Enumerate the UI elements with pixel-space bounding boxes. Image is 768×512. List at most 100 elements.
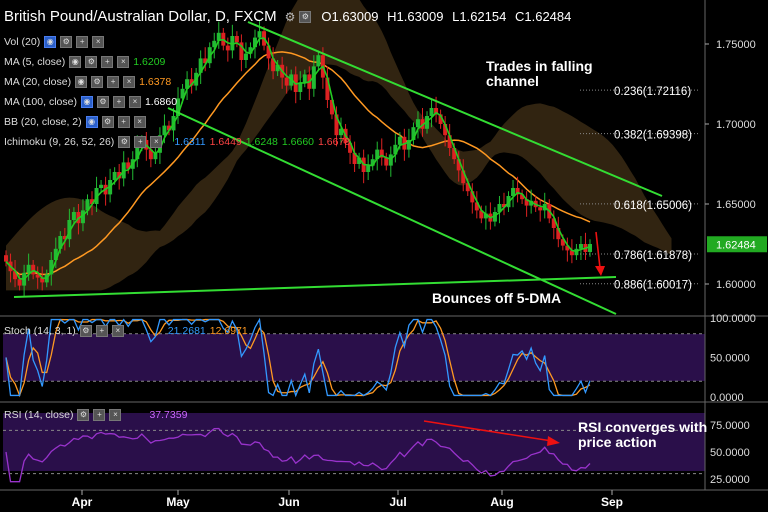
annotation-line: channel [486,73,539,89]
indicator-label: MA (100, close) [4,96,77,108]
candle-body [302,74,307,83]
last-price-label: 1.62484 [716,239,756,251]
add-icon[interactable]: + [95,325,108,337]
add-icon[interactable]: + [101,56,114,68]
stoch-tick-label: 0.0000 [710,392,744,404]
rsi-value: 37.7359 [149,409,188,421]
candle-body [71,212,76,220]
candle-body [551,218,556,228]
add-icon[interactable]: + [117,116,130,128]
symbol-title[interactable]: British Pound/Australian Dollar, D, FXCM [4,8,277,25]
add-icon[interactable]: + [76,36,89,48]
settings-icon[interactable]: ⚙ [118,136,131,148]
close-icon[interactable]: × [150,136,163,148]
candle-body [148,149,153,160]
fib-label: 0.618(1.65006) [614,200,692,212]
candle-body [243,53,248,60]
candle-body [452,148,457,160]
x-tick-label: Apr [72,495,93,509]
annotation-bounce: Bounces off 5-DMA [432,290,562,306]
candle-body [357,157,362,164]
settings-icon[interactable]: ⚙ [79,325,92,337]
x-tick-label: May [166,495,190,509]
candle-body [4,255,8,262]
close-icon[interactable]: × [109,409,122,421]
indicator-ma5[interactable]: MA (5, close) ◉ ⚙ + × 1.6209 [4,56,165,68]
candle-body [112,172,117,180]
candle-body [443,124,448,136]
candle-body [212,40,217,48]
close-icon[interactable]: × [123,76,136,88]
x-tick-label: Jul [389,495,406,509]
add-icon[interactable]: + [107,76,120,88]
close-icon[interactable]: × [111,325,124,337]
candle-body [538,207,543,211]
eye-icon[interactable]: ◉ [69,56,82,68]
indicator-stoch[interactable]: Stoch (14, 3, 1) ⚙ + × 21.2681 12.6971 [4,325,248,337]
indicator-vol[interactable]: Vol (20) ◉ ⚙ + × [4,36,105,48]
candle-body [429,108,434,116]
candle-body [397,136,402,145]
candle-body [67,220,72,240]
candle-body [126,162,131,169]
indicator-value: 1.6860 [144,96,178,108]
candle-body [384,157,389,166]
candle-body [49,260,54,275]
indicator-ma100[interactable]: MA (100, close) ◉ ⚙ + × 1.6860 [4,96,177,108]
candle-body [425,116,430,129]
gear-icon[interactable]: ⚙ [284,9,296,24]
indicator-label: MA (5, close) [4,56,66,68]
close-icon[interactable]: × [133,116,146,128]
candle-body [348,143,353,153]
fib-label: 0.382(1.69398) [614,130,692,142]
indicator-ichimoku[interactable]: Ichimoku (9, 26, 52, 26) ⚙ + × 1.6311 1.64… [4,136,350,148]
eye-icon[interactable]: ◉ [80,96,93,108]
ichimoku-value: 1.6248 [245,136,278,148]
candle-body [529,200,534,206]
candle-body [153,152,158,160]
stoch-tick-label: 100.0000 [710,313,756,325]
candle-body [434,108,439,115]
candle-body [40,277,45,283]
indicator-ma20[interactable]: MA (20, close) ◉ ⚙ + × 1.6378 [4,76,171,88]
candle-body [524,199,529,206]
indicator-bb[interactable]: BB (20, close, 2) ◉ ⚙ + × [4,116,146,128]
candle-body [271,58,276,72]
candle-body [556,228,561,240]
candle-body [438,114,443,124]
settings-icon[interactable]: ⚙ [85,56,98,68]
close-icon[interactable]: × [128,96,141,108]
candle-body [366,165,371,172]
candle-body [162,125,167,136]
add-icon[interactable]: + [93,409,106,421]
candle-body [117,172,122,179]
candle-body [239,42,244,60]
price-tick-label: 1.70000 [716,119,756,131]
eye-icon[interactable]: ◉ [44,36,57,48]
eye-icon[interactable]: ◉ [85,116,98,128]
settings-icon[interactable]: ⚙ [60,36,73,48]
candle-body [483,213,488,219]
candle-body [515,188,520,195]
close-icon[interactable]: × [117,56,130,68]
settings-icon[interactable]: ⚙ [101,116,114,128]
settings-icon[interactable]: ⚙ [91,76,104,88]
settings-icon[interactable]: ⚙ [77,409,90,421]
candle-body [334,114,339,136]
candle-body [80,210,85,224]
candle-body [565,245,570,251]
close-icon[interactable]: × [92,36,105,48]
settings-icon[interactable]: ⚙ [299,10,312,23]
candle-body [329,100,334,115]
indicator-rsi[interactable]: RSI (14, close) ⚙ + × 37.7359 [4,409,187,421]
candle-body [560,239,565,246]
candle-body [257,31,262,38]
eye-icon[interactable]: ◉ [75,76,88,88]
candle-body [375,149,380,160]
open-value: O1.63009 [321,9,379,24]
add-icon[interactable]: + [134,136,147,148]
settings-icon[interactable]: ⚙ [96,96,109,108]
rsi-band [3,413,705,471]
candle-body [316,55,321,67]
add-icon[interactable]: + [112,96,125,108]
